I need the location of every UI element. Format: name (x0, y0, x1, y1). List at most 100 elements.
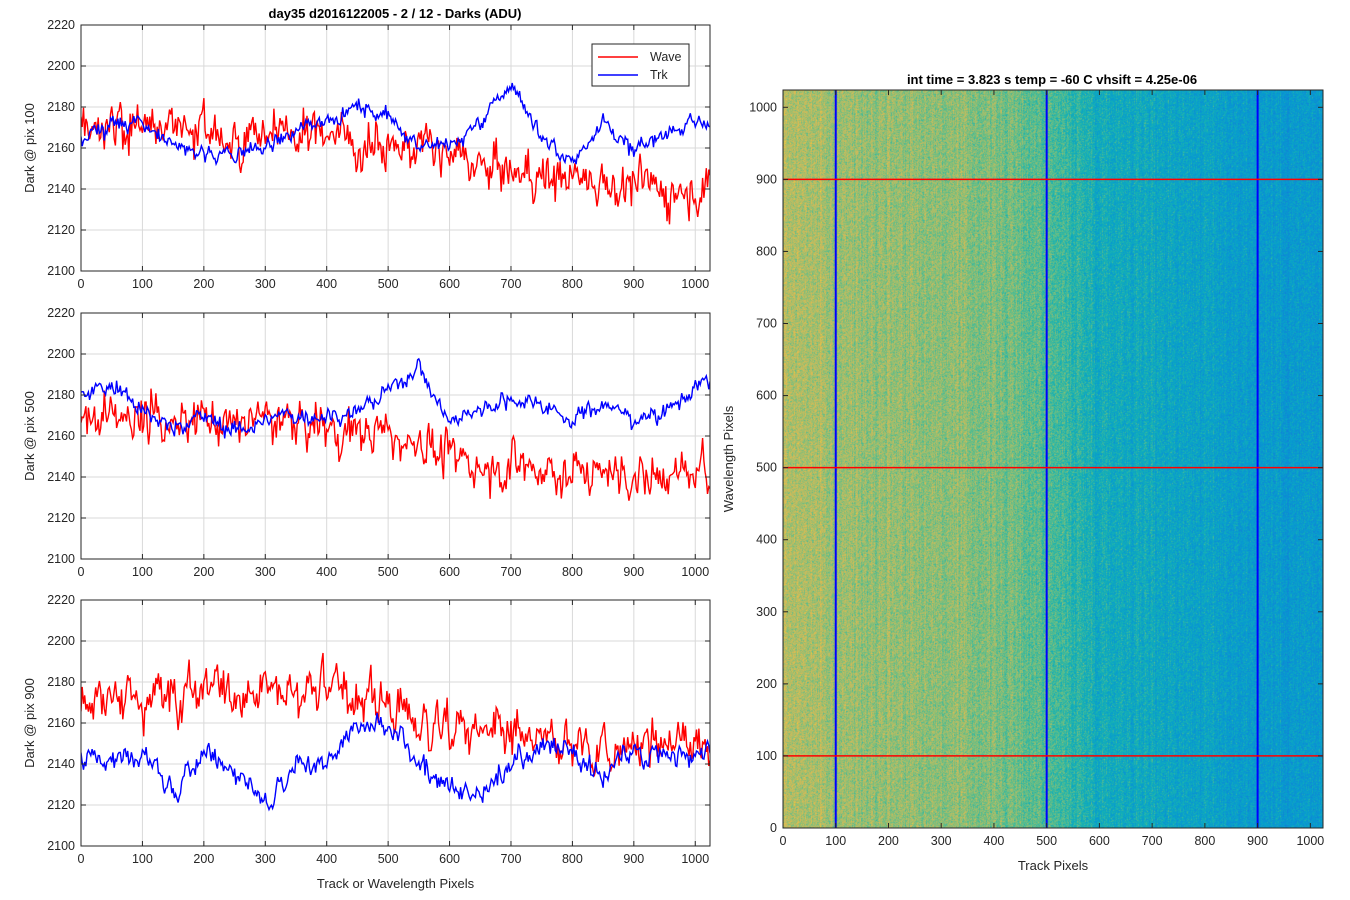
heatmap-image (783, 90, 1323, 828)
x-tick-label: 800 (562, 565, 583, 579)
y-tick-label: 2160 (47, 716, 75, 730)
x-tick-label: 500 (378, 277, 399, 291)
line-plot-pix-500: 0 100 200 300 400 500 600 700 800 900 1000 2100 2120… (22, 306, 711, 579)
figure-title: day35 d2016122005 - 2 / 12 - Darks (ADU) (269, 6, 522, 21)
x-tick-label: 700 (1142, 834, 1163, 848)
x-tick-label: 400 (316, 852, 337, 866)
axes-box (80, 312, 711, 560)
x-tick-label: 100 (132, 277, 153, 291)
y-tick-label: 700 (756, 317, 777, 331)
x-tick-label: 900 (623, 277, 644, 291)
x-tick-label: 600 (439, 852, 460, 866)
y-tick-label: 800 (756, 244, 777, 258)
x-tick-label: 500 (378, 852, 399, 866)
y-axis-label: Dark @ pix 900 (22, 678, 37, 768)
y-tick-label: 200 (756, 677, 777, 691)
y-axis-label: Wavelength Pixels (721, 405, 736, 512)
legend: Wave Trk (591, 43, 690, 87)
x-tick-label: 800 (1194, 834, 1215, 848)
heatmap-title: int time = 3.823 s temp = -60 C vhsift =… (907, 72, 1197, 87)
legend-box (591, 43, 690, 87)
axes-box (80, 24, 711, 272)
x-tick-label: 1000 (681, 565, 709, 579)
line-plot-pix-900: 0 100 200 300 400 500 600 700 800 900 1000 2100 2120… (22, 593, 711, 891)
y-tick-label: 2180 (47, 388, 75, 402)
y-tick-label: 2200 (47, 59, 75, 73)
x-tick-label: 100 (132, 852, 153, 866)
y-tick-label: 500 (756, 461, 777, 475)
axes-box (782, 89, 1324, 829)
series-line-trk (81, 357, 710, 439)
series-line-trk (81, 82, 710, 167)
y-axis-label: Dark @ pix 500 (22, 391, 37, 481)
x-tick-label: 800 (562, 277, 583, 291)
x-tick-label: 1000 (1296, 834, 1324, 848)
y-tick-label: 2140 (47, 470, 75, 484)
y-tick-label: 2160 (47, 141, 75, 155)
x-axis-label: Track Pixels (1018, 858, 1089, 873)
x-tick-label: 300 (255, 277, 276, 291)
y-tick-label: 2140 (47, 757, 75, 771)
x-tick-label: 400 (984, 834, 1005, 848)
series-line-trk (81, 712, 710, 812)
series-line-wave (81, 98, 710, 225)
x-tick-label: 200 (193, 565, 214, 579)
x-axis-label: Track or Wavelength Pixels (317, 876, 475, 891)
series-line-wave (81, 388, 710, 501)
x-tick-label: 900 (623, 565, 644, 579)
x-tick-label: 200 (193, 277, 214, 291)
x-tick-label: 300 (931, 834, 952, 848)
y-tick-label: 2100 (47, 552, 75, 566)
y-tick-label: 2100 (47, 839, 75, 853)
y-axis-label: Dark @ pix 100 (22, 103, 37, 193)
axes-box (80, 599, 711, 847)
x-tick-label: 200 (878, 834, 899, 848)
y-tick-label: 600 (756, 389, 777, 403)
x-tick-label: 300 (255, 565, 276, 579)
y-tick-label: 1000 (749, 100, 777, 114)
y-tick-label: 300 (756, 605, 777, 619)
x-tick-label: 900 (1247, 834, 1268, 848)
y-tick-label: 2220 (47, 593, 75, 607)
x-tick-label: 0 (78, 277, 85, 291)
legend-wave-label: Wave (650, 50, 682, 64)
x-tick-label: 400 (316, 277, 337, 291)
y-tick-label: 2120 (47, 223, 75, 237)
y-tick-label: 2100 (47, 264, 75, 278)
y-tick-label: 900 (756, 172, 777, 186)
x-tick-label: 700 (501, 852, 522, 866)
y-tick-label: 2140 (47, 182, 75, 196)
y-tick-label: 100 (756, 749, 777, 763)
x-tick-label: 700 (501, 277, 522, 291)
x-tick-label: 700 (501, 565, 522, 579)
x-tick-label: 100 (825, 834, 846, 848)
y-tick-label: 2120 (47, 511, 75, 525)
x-tick-label: 500 (1036, 834, 1057, 848)
x-tick-label: 800 (562, 852, 583, 866)
series-line-wave (81, 652, 710, 778)
x-tick-label: 400 (316, 565, 337, 579)
y-tick-label: 2200 (47, 634, 75, 648)
y-tick-label: 2220 (47, 306, 75, 320)
x-tick-label: 0 (78, 565, 85, 579)
y-tick-label: 2180 (47, 675, 75, 689)
x-tick-label: 900 (623, 852, 644, 866)
x-tick-label: 300 (255, 852, 276, 866)
legend-trk-label: Trk (650, 68, 668, 82)
x-tick-label: 0 (78, 852, 85, 866)
y-tick-label: 2160 (47, 429, 75, 443)
x-tick-label: 600 (1089, 834, 1110, 848)
x-tick-label: 1000 (681, 277, 709, 291)
x-tick-label: 100 (132, 565, 153, 579)
x-tick-label: 500 (378, 565, 399, 579)
y-tick-label: 2200 (47, 347, 75, 361)
heatmap-plot: 0 100 200 300 400 500 600 700 800 900 1000 0 100 200 3… (721, 89, 1324, 873)
x-tick-label: 200 (193, 852, 214, 866)
y-tick-label: 2220 (47, 18, 75, 32)
y-tick-label: 0 (770, 821, 777, 835)
y-tick-label: 2180 (47, 100, 75, 114)
x-tick-label: 1000 (681, 852, 709, 866)
x-tick-label: 600 (439, 277, 460, 291)
y-tick-label: 2120 (47, 798, 75, 812)
